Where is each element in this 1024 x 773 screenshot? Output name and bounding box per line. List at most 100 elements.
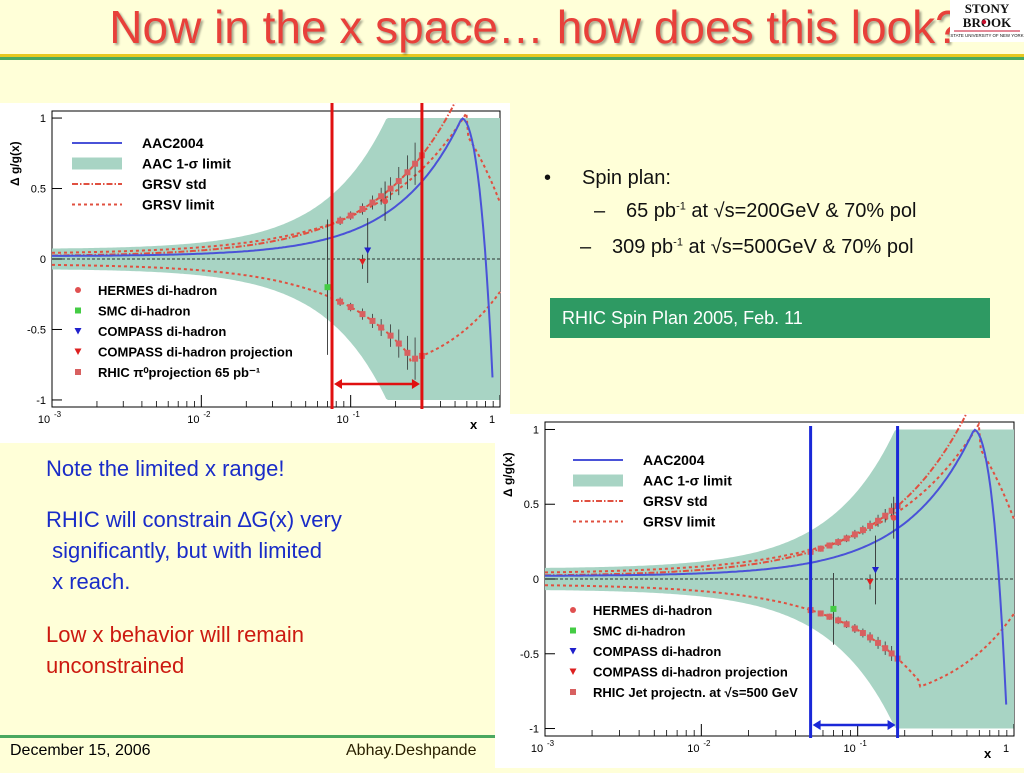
rhic-projection-point (851, 531, 858, 538)
range-arrow-head-left (812, 720, 821, 730)
rhic-spin-plan-box: RHIC Spin Plan 2005, Feb. 11 (550, 298, 990, 338)
footer-author: Abhay.Deshpande (346, 742, 477, 759)
chart-1-grsv-limit-lower (52, 263, 501, 362)
legend-rhic-projection-65-pb--marker (75, 369, 81, 375)
note-low-x-line2: unconstrained (46, 653, 185, 678)
legend-compass-di-hadron-projection: COMPASS di-hadron projection (593, 665, 788, 680)
y-tick-label: 0.5 (524, 499, 539, 511)
note-constrain-line2: significantly, but with limited (46, 538, 322, 563)
y-tick-label: 1 (40, 113, 46, 125)
rhic-projection-point (378, 193, 385, 200)
rhic-projection-point (347, 212, 354, 219)
rhic-projection-point (888, 507, 895, 514)
rhic-projection-point (882, 512, 889, 519)
y-tick-label: -0.5 (27, 324, 46, 336)
rhic-projection-point (369, 199, 376, 206)
legend-smc-di-hadron-marker (570, 627, 576, 634)
legend-aac-1-limit-swatch (72, 157, 122, 170)
title-rule-yellow (0, 54, 1024, 57)
x-axis-label: x (984, 746, 992, 761)
bullet-sub-1-a: 65 pb (626, 200, 677, 222)
slide-notes: Note the limited x range! RHIC will cons… (46, 453, 486, 681)
footer-date: December 15, 2006 (10, 742, 151, 759)
y-tick-label: 0 (40, 254, 46, 266)
compass-point (871, 567, 879, 574)
rhic-projection-point (412, 160, 419, 167)
y-tick-label: 1 (533, 424, 539, 436)
chart-1-grsv-std (52, 0, 497, 257)
legend-grsv-std: GRSV std (142, 176, 207, 192)
x-tick-label: 1 (489, 414, 495, 426)
bullet-sub-2: – 309 pb-1 at √s=500GeV & 70% pol (526, 229, 1020, 265)
x-tick-label: 10 (844, 743, 856, 755)
chart-2-aac2004 (545, 428, 1008, 705)
rhic-projection-point (404, 169, 411, 176)
rhic-projection-point (817, 545, 824, 552)
chart-1-aac2004 (52, 117, 494, 378)
legend-hermes-di-hadron-marker (75, 287, 81, 293)
x-tick-exponent: -2 (203, 410, 211, 419)
y-axis-label: Δ g/g(x) (8, 141, 22, 186)
chart-1-grsv-limit-upper (52, 110, 501, 254)
hermes-point (890, 514, 897, 521)
x-tick-label: 10 (38, 414, 50, 426)
legend-compass-di-hadron-marker (569, 648, 577, 655)
y-tick-label: -0.5 (520, 649, 539, 661)
legend-aac-1-limit-swatch (573, 474, 623, 487)
rhic-projection-point (404, 349, 411, 356)
x-tick-exponent: -3 (547, 739, 555, 748)
bullet-sub-1: – 65 pb-1 at √s=200GeV & 70% pol (540, 193, 1020, 229)
y-tick-label: -1 (36, 395, 46, 407)
legend-hermes-di-hadron-marker (570, 607, 576, 613)
legend-compass-di-hadron-marker (74, 328, 82, 335)
rhic-projection-point (843, 621, 850, 628)
rhic-projection-point (843, 535, 850, 542)
chart-1-svg: 10.50-0.5-110 -3 10 -2 10 -1 1xΔ g/g(x) AAC2004… (0, 0, 510, 443)
chart-2-grsv-limit-lower (545, 584, 1015, 688)
slide-title: Now in the x space… how does this look? (109, 1, 961, 53)
spin-plan-bullets: • Spin plan: – 65 pb-1 at √s=200GeV & 70… (540, 163, 1020, 265)
y-tick-label: -1 (529, 724, 539, 736)
legend-smc-di-hadron-marker (75, 307, 81, 314)
x-tick-label: 10 (687, 743, 699, 755)
x-tick-exponent: -2 (703, 739, 711, 748)
legend-grsv-limit: GRSV limit (142, 197, 215, 213)
rhic-projection-point (359, 311, 366, 318)
bullet-sub-1-b: at √s=200GeV & 70% pol (685, 200, 917, 222)
bullet-dash-icon: – (580, 236, 592, 258)
chart-2-grsv-std (545, 286, 1015, 577)
rhic-projection-point (412, 355, 419, 362)
bullet-spin-plan: • Spin plan: (540, 163, 1020, 193)
legend-hermes-di-hadron: HERMES di-hadron (98, 283, 217, 298)
y-tick-label: 0.5 (31, 184, 46, 196)
bullet-dot-icon: • (544, 167, 552, 189)
note-limited-range: Note the limited x range! (46, 456, 285, 481)
rhic-projection-point (395, 340, 402, 347)
rhic-projection-point (826, 613, 833, 620)
range-arrow-head-right (411, 379, 420, 389)
x-axis-label: x (470, 417, 478, 432)
legend-compass-di-hadron-projection-marker (569, 668, 577, 675)
rhic-projection-point (867, 634, 874, 641)
rhic-projection-point (347, 304, 354, 311)
x-tick-label: 10 (187, 414, 199, 426)
rhic-projection-point (359, 205, 366, 212)
legend-aac2004: AAC2004 (142, 135, 204, 151)
rhic-projection-point (875, 639, 882, 646)
rhic-projection-point (337, 217, 344, 224)
rhic-projection-point (387, 332, 394, 339)
rhic-projection-point (835, 617, 842, 624)
range-arrow-head-left (334, 379, 343, 389)
y-tick-label: 0 (533, 574, 539, 586)
legend-grsv-std: GRSV std (643, 493, 708, 509)
note-constrain-line3: x reach. (46, 569, 131, 594)
bullet-dash-icon: – (594, 200, 606, 222)
range-arrow-head-right (887, 720, 896, 730)
legend-compass-di-hadron-projection-marker (74, 348, 82, 355)
note-low-x-line1: Low x behavior will remain (46, 622, 304, 647)
rhic-projection-point (867, 522, 874, 529)
legend-compass-di-hadron-projection: COMPASS di-hadron projection (98, 345, 293, 360)
rhic-projection-point (882, 645, 889, 652)
compass-proj-point (866, 578, 874, 586)
compass-proj-point (358, 258, 366, 266)
